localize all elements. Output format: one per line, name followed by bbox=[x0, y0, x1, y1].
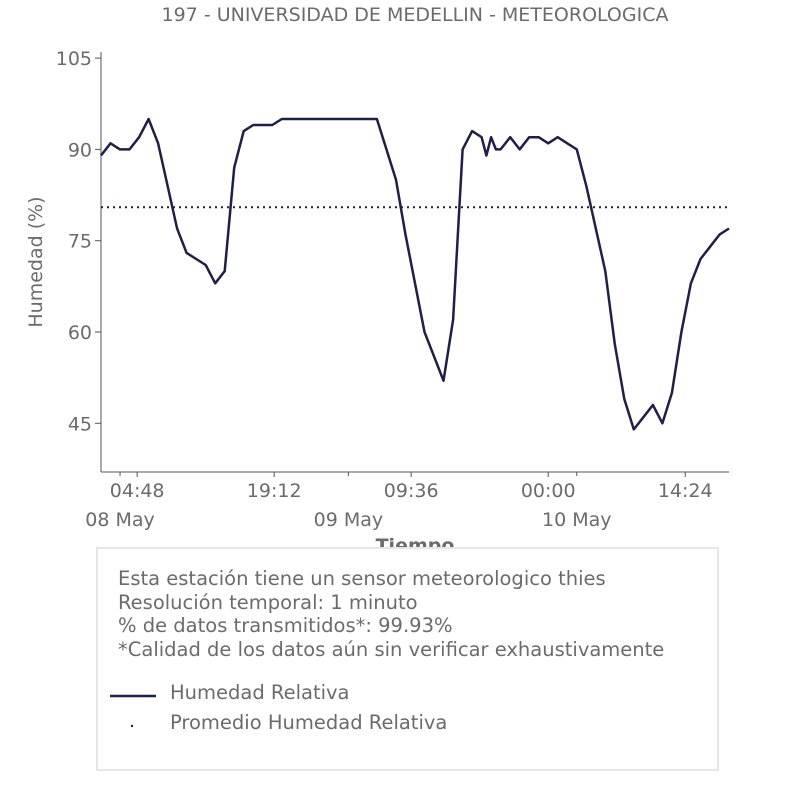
info-line-quality-note: *Calidad de los datos aún sin verificar … bbox=[118, 637, 665, 661]
x-tick-label: 00:00 bbox=[521, 480, 576, 502]
info-line-transmitted: % de datos transmitidos*: 99.93% bbox=[118, 614, 453, 637]
station-info: Esta estación tiene un sensor meteorolog… bbox=[118, 567, 664, 661]
x-tick-label: 14:24 bbox=[658, 480, 713, 502]
legend-label: Humedad Relativa bbox=[170, 681, 350, 704]
x-tick-label: 19:12 bbox=[247, 480, 302, 502]
info-line-resolution: Resolución temporal: 1 minuto bbox=[118, 590, 418, 614]
legend-label: Promedio Humedad Relativa bbox=[170, 711, 448, 734]
legend-solid-line-icon bbox=[110, 694, 156, 698]
x-date-label: 09 May bbox=[314, 509, 384, 531]
x-tick-label: 09:36 bbox=[384, 480, 439, 502]
y-tick-label: 105 bbox=[56, 48, 92, 70]
legend-dotted-line-icon bbox=[130, 724, 134, 728]
y-tick-label: 60 bbox=[68, 322, 92, 344]
x-date-label: 08 May bbox=[85, 509, 155, 531]
y-tick-label: 75 bbox=[68, 231, 92, 253]
info-line-sensor: Esta estación tiene un sensor meteorolog… bbox=[118, 567, 606, 590]
y-tick-label: 90 bbox=[68, 139, 92, 161]
x-tick-label: 04:48 bbox=[110, 480, 165, 502]
chart-axes: 45 60 75 90 105 04:48 19:12 09:36 00:00 14:24 08 M… bbox=[56, 48, 729, 531]
series-humedad-relativa bbox=[100, 117, 730, 431]
chart-title: 197 - UNIVERSIDAD DE MEDELLIN - METEOROL… bbox=[162, 4, 669, 26]
info-box: Esta estación tiene un sensor meteorolog… bbox=[96, 547, 719, 771]
series-layer bbox=[100, 117, 730, 431]
y-axis-label: Humedad (%) bbox=[25, 196, 47, 327]
x-date-label: 10 May bbox=[542, 509, 612, 531]
y-tick-label: 45 bbox=[68, 413, 92, 435]
